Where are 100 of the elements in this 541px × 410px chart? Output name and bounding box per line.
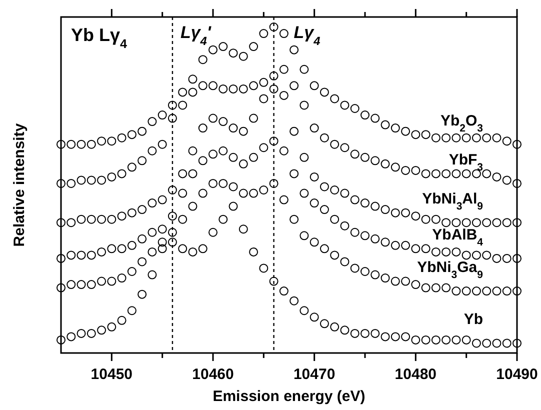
chart-title: Yb Lγ$_{4}$ [71,25,128,51]
point [290,214,299,224]
point [238,188,248,198]
point [380,332,390,342]
point [452,169,461,178]
point [107,322,116,332]
point [238,84,248,94]
point [502,176,512,185]
point [218,146,228,156]
series-label: Yb$_{2}$O$_{3}$ [440,112,484,134]
point [340,188,350,198]
point [472,218,481,228]
point [86,214,96,224]
point [86,280,96,290]
point [411,335,420,344]
point [178,88,188,97]
point [360,110,370,120]
point [502,286,512,296]
point [138,234,147,244]
point [279,29,288,38]
point [512,178,522,188]
point [249,114,258,123]
point [107,276,116,286]
point [66,280,76,290]
point [269,276,278,286]
point [300,152,309,162]
point [138,126,147,136]
point [228,48,238,58]
point [360,231,370,240]
point [259,94,268,104]
point [462,286,471,296]
point [127,208,136,218]
point [168,228,177,237]
point [300,100,309,110]
point [66,218,76,228]
point [228,84,238,94]
point [390,276,400,286]
point [421,244,430,254]
point [320,182,329,192]
point [76,140,86,149]
point [401,332,410,342]
point [76,250,86,260]
point [380,238,390,247]
point [442,335,451,344]
point [482,250,492,260]
point [442,218,451,228]
point [290,126,299,136]
point [117,169,126,178]
point [330,186,340,194]
point [421,335,430,344]
point [492,218,502,228]
point [320,133,329,142]
point [472,250,481,260]
point [127,162,136,172]
point [380,120,390,130]
point [279,195,288,204]
point [198,124,208,133]
point [269,178,278,188]
point [350,104,360,113]
point [76,214,86,224]
point [492,286,502,296]
point [360,198,370,208]
point [452,247,461,256]
point [482,169,492,178]
point [168,100,177,110]
point [290,296,299,306]
point [218,214,228,224]
point [310,312,319,322]
point [178,100,188,110]
point [238,52,248,61]
point [462,133,471,142]
point [431,247,440,256]
point [188,146,198,156]
point [148,117,157,126]
point [259,186,268,194]
point [158,244,167,254]
point [462,169,471,178]
point [158,110,167,120]
point [290,169,299,178]
point [300,306,309,316]
point [401,240,410,250]
point [188,247,198,256]
point [512,218,522,228]
x-tick-label: 10450 [90,366,133,383]
x-tick-label: 10470 [293,366,336,383]
point [228,182,238,192]
point [431,133,440,142]
point [158,195,167,204]
point [138,156,147,166]
point [472,169,481,178]
point [340,326,350,335]
point [178,244,188,254]
point [401,208,410,218]
point [198,81,208,90]
x-axis-title: Emission energy (eV) [212,388,366,405]
point [208,81,218,90]
point [228,152,238,162]
point [482,218,492,228]
point [188,74,198,84]
point [259,264,268,273]
